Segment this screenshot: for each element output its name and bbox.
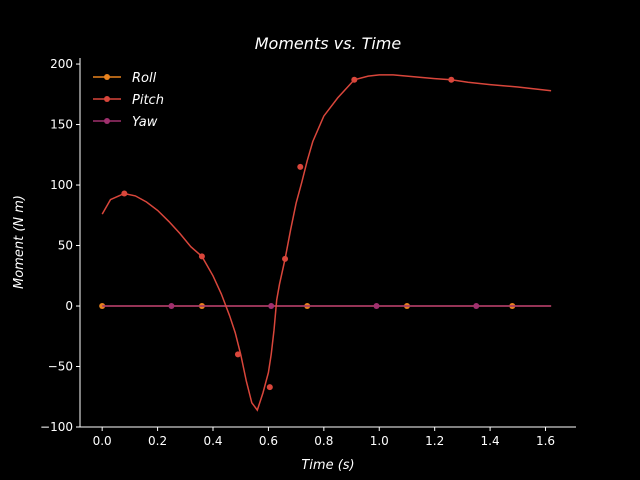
y-axis-label: Moment (N m) [12, 195, 27, 289]
yaw-marker [473, 303, 480, 310]
y-axis-ticks: −100 −50 0 50 100 150 200 [40, 57, 80, 434]
x-tick-label: 1.4 [481, 434, 500, 448]
legend-pitch-label: Pitch [132, 93, 164, 108]
legend-yaw-marker [104, 118, 110, 124]
pitch-marker [121, 190, 128, 197]
y-tick-label: −50 [48, 360, 73, 374]
plot-area [79, 58, 576, 428]
legend-yaw-label: Yaw [132, 115, 158, 130]
x-tick-label: 0.8 [314, 434, 333, 448]
yaw-marker [168, 303, 175, 310]
x-tick-label: 1.2 [425, 434, 444, 448]
x-axis-ticks: 0.0 0.2 0.4 0.6 0.8 1.0 1.2 1.4 1.6 [93, 427, 555, 448]
x-tick-label: 0.4 [203, 434, 222, 448]
x-axis-label: Time (s) [301, 458, 354, 473]
y-tick-label: 100 [50, 178, 73, 192]
pitch-marker [266, 384, 273, 391]
y-tick-label: 50 [58, 239, 73, 253]
pitch-marker [448, 76, 455, 83]
pitch-marker [234, 351, 241, 358]
x-tick-label: 0.2 [148, 434, 167, 448]
pitch-marker [351, 76, 358, 83]
x-tick-label: 0.6 [259, 434, 278, 448]
y-tick-label: 200 [50, 57, 73, 71]
series-layer [99, 74, 552, 412]
yaw-marker [373, 303, 380, 310]
pitch-marker [297, 163, 304, 170]
roll-marker [99, 303, 106, 310]
x-tick-label: 1.6 [536, 434, 555, 448]
legend-roll-label: Roll [132, 71, 157, 86]
pitch-line [101, 74, 552, 412]
legend: Roll Pitch Yaw [93, 71, 164, 130]
y-tick-label: 0 [65, 299, 73, 313]
y-tick-label: 150 [50, 118, 73, 132]
legend-roll-marker [104, 74, 110, 80]
pitch-marker [282, 255, 289, 262]
pitch-marker [198, 253, 205, 260]
chart-title: Moments vs. Time [255, 34, 402, 53]
legend-pitch-marker [104, 96, 110, 102]
x-tick-label: 1.0 [370, 434, 389, 448]
x-tick-label: 0.0 [93, 434, 112, 448]
y-tick-label: −100 [40, 420, 73, 434]
yaw-marker [268, 303, 275, 310]
